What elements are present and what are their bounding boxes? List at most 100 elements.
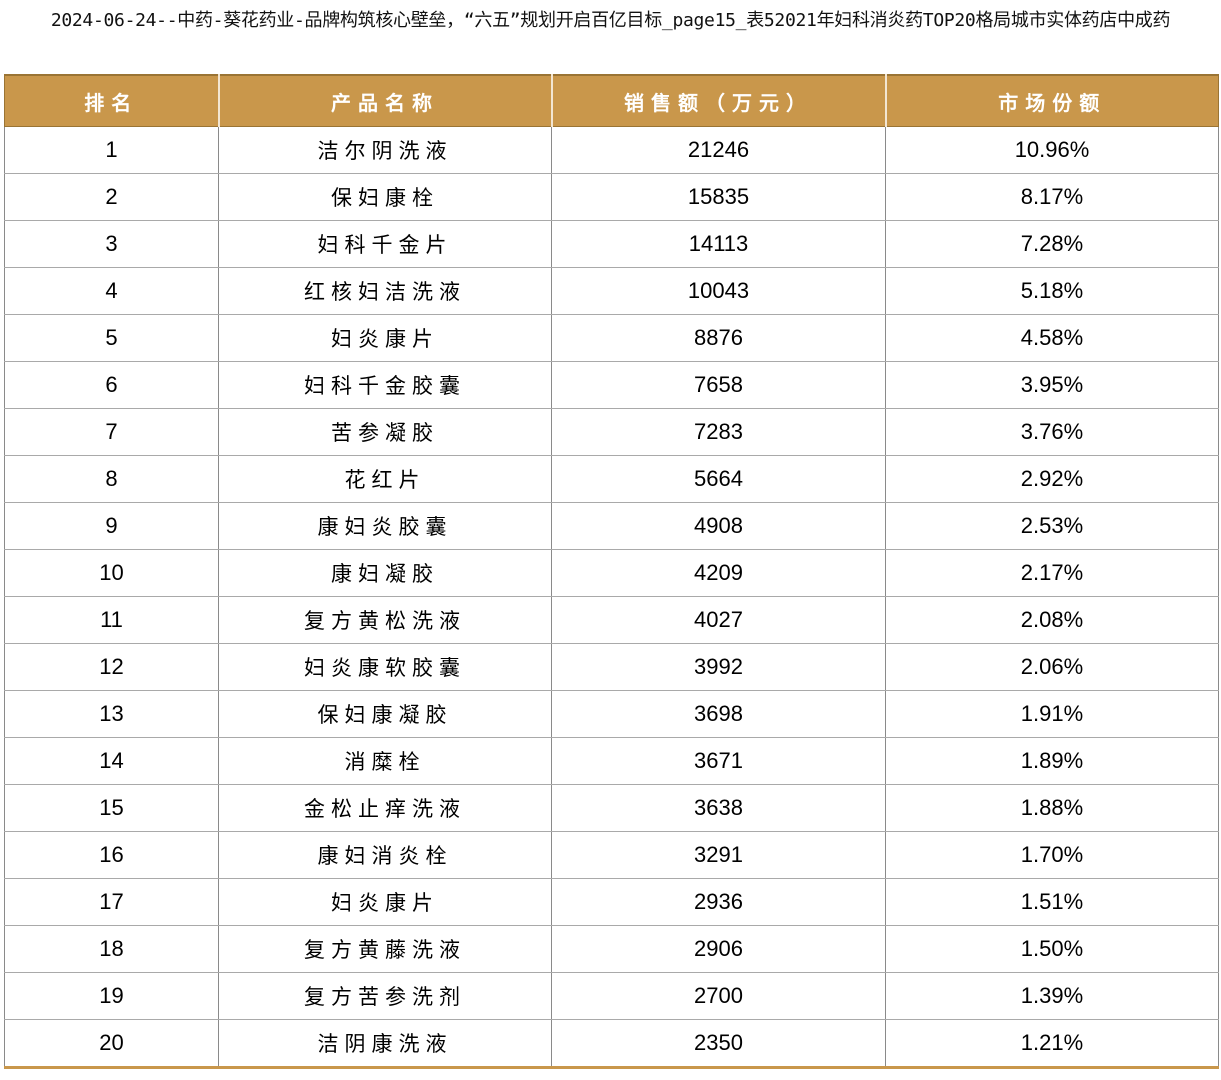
product-name-cell: 保妇康凝胶 xyxy=(218,690,552,738)
rank-cell: 17 xyxy=(4,878,219,926)
sales-cell: 14113 xyxy=(551,220,886,268)
market-share-cell: 3.95% xyxy=(885,361,1219,409)
sales-cell: 3992 xyxy=(551,643,886,691)
table-row: 2 保妇康栓 15835 8.17% xyxy=(4,173,1219,221)
sales-cell: 8876 xyxy=(551,314,886,362)
table-body: 1 洁尔阴洗液 21246 10.96% 2 保妇康栓 15835 8.17% 3 妇科千金片 14… xyxy=(4,126,1219,1069)
rank-cell: 14 xyxy=(4,737,219,785)
market-share-cell: 1.51% xyxy=(885,878,1219,926)
rank-cell: 6 xyxy=(4,361,219,409)
table-row: 7 苦参凝胶 7283 3.76% xyxy=(4,408,1219,456)
market-share-cell: 2.06% xyxy=(885,643,1219,691)
product-name-cell: 康妇炎胶囊 xyxy=(218,502,552,550)
table-row: 3 妇科千金片 14113 7.28% xyxy=(4,220,1219,268)
product-name-cell: 保妇康栓 xyxy=(218,173,552,221)
table-row: 13 保妇康凝胶 3698 1.91% xyxy=(4,690,1219,738)
market-share-cell: 3.76% xyxy=(885,408,1219,456)
rank-cell: 9 xyxy=(4,502,219,550)
sales-cell: 3698 xyxy=(551,690,886,738)
table-row: 14 消糜栓 3671 1.89% xyxy=(4,737,1219,785)
ranking-table: 排名 产品名称 销售额（万元） 市场份额 1 洁尔阴洗液 21246 10.96% 2 保… xyxy=(4,74,1219,1069)
product-name-cell: 金松止痒洗液 xyxy=(218,784,552,832)
rank-cell: 20 xyxy=(4,1019,219,1069)
product-name-cell: 苦参凝胶 xyxy=(218,408,552,456)
market-share-cell: 5.18% xyxy=(885,267,1219,315)
market-share-cell: 2.17% xyxy=(885,549,1219,597)
sales-cell: 4908 xyxy=(551,502,886,550)
product-name-cell: 复方黄松洗液 xyxy=(218,596,552,644)
header-rank: 排名 xyxy=(4,74,220,127)
sales-cell: 2936 xyxy=(551,878,886,926)
sales-cell: 10043 xyxy=(551,267,886,315)
table-row: 4 红核妇洁洗液 10043 5.18% xyxy=(4,267,1219,315)
product-name-cell: 洁尔阴洗液 xyxy=(218,126,552,174)
market-share-cell: 7.28% xyxy=(885,220,1219,268)
rank-cell: 4 xyxy=(4,267,219,315)
table-row: 5 妇炎康片 8876 4.58% xyxy=(4,314,1219,362)
rank-cell: 15 xyxy=(4,784,219,832)
market-share-cell: 4.58% xyxy=(885,314,1219,362)
sales-cell: 15835 xyxy=(551,173,886,221)
table-row: 16 康妇消炎栓 3291 1.70% xyxy=(4,831,1219,879)
sales-cell: 2906 xyxy=(551,925,886,973)
market-share-cell: 1.91% xyxy=(885,690,1219,738)
product-name-cell: 复方苦参洗剂 xyxy=(218,972,552,1020)
sales-cell: 5664 xyxy=(551,455,886,503)
sales-cell: 3291 xyxy=(551,831,886,879)
table-row: 18 复方黄藤洗液 2906 1.50% xyxy=(4,925,1219,973)
market-share-cell: 1.39% xyxy=(885,972,1219,1020)
sales-cell: 7283 xyxy=(551,408,886,456)
table-row: 9 康妇炎胶囊 4908 2.53% xyxy=(4,502,1219,550)
product-name-cell: 妇炎康片 xyxy=(218,878,552,926)
table-row: 1 洁尔阴洗液 21246 10.96% xyxy=(4,126,1219,174)
table-row: 6 妇科千金胶囊 7658 3.95% xyxy=(4,361,1219,409)
rank-cell: 12 xyxy=(4,643,219,691)
product-name-cell: 康妇消炎栓 xyxy=(218,831,552,879)
rank-cell: 16 xyxy=(4,831,219,879)
sales-cell: 2700 xyxy=(551,972,886,1020)
rank-cell: 11 xyxy=(4,596,219,644)
product-name-cell: 妇科千金胶囊 xyxy=(218,361,552,409)
sales-cell: 4027 xyxy=(551,596,886,644)
product-name-cell: 妇科千金片 xyxy=(218,220,552,268)
product-name-cell: 红核妇洁洗液 xyxy=(218,267,552,315)
table-row: 10 康妇凝胶 4209 2.17% xyxy=(4,549,1219,597)
product-name-cell: 妇炎康软胶囊 xyxy=(218,643,552,691)
header-market-share: 市场份额 xyxy=(884,74,1219,127)
sales-cell: 4209 xyxy=(551,549,886,597)
market-share-cell: 8.17% xyxy=(885,173,1219,221)
table-header-row: 排名 产品名称 销售额（万元） 市场份额 xyxy=(4,74,1219,127)
rank-cell: 3 xyxy=(4,220,219,268)
market-share-cell: 1.21% xyxy=(885,1019,1219,1069)
product-name-cell: 消糜栓 xyxy=(218,737,552,785)
header-sales: 销售额（万元） xyxy=(550,74,887,127)
table-row: 12 妇炎康软胶囊 3992 2.06% xyxy=(4,643,1219,691)
table-row: 8 花红片 5664 2.92% xyxy=(4,455,1219,503)
sales-cell: 3638 xyxy=(551,784,886,832)
rank-cell: 5 xyxy=(4,314,219,362)
rank-cell: 8 xyxy=(4,455,219,503)
table-row: 17 妇炎康片 2936 1.51% xyxy=(4,878,1219,926)
table-caption: 2024-06-24--中药-葵花药业-品牌构筑核心壁垒，“六五”规划开启百亿目… xyxy=(50,10,1171,31)
product-name-cell: 花红片 xyxy=(218,455,552,503)
rank-cell: 2 xyxy=(4,173,219,221)
market-share-cell: 10.96% xyxy=(885,126,1219,174)
market-share-cell: 1.50% xyxy=(885,925,1219,973)
market-share-cell: 1.89% xyxy=(885,737,1219,785)
market-share-cell: 1.70% xyxy=(885,831,1219,879)
sales-cell: 2350 xyxy=(551,1019,886,1069)
market-share-cell: 2.92% xyxy=(885,455,1219,503)
sales-cell: 21246 xyxy=(551,126,886,174)
data-table-container: 排名 产品名称 销售额（万元） 市场份额 1 洁尔阴洗液 21246 10.96% 2 保… xyxy=(4,74,1219,1069)
table-row: 11 复方黄松洗液 4027 2.08% xyxy=(4,596,1219,644)
product-name-cell: 妇炎康片 xyxy=(218,314,552,362)
sales-cell: 3671 xyxy=(551,737,886,785)
market-share-cell: 1.88% xyxy=(885,784,1219,832)
table-row: 15 金松止痒洗液 3638 1.88% xyxy=(4,784,1219,832)
rank-cell: 1 xyxy=(4,126,219,174)
rank-cell: 13 xyxy=(4,690,219,738)
table-row: 19 复方苦参洗剂 2700 1.39% xyxy=(4,972,1219,1020)
product-name-cell: 洁阴康洗液 xyxy=(218,1019,552,1069)
product-name-cell: 康妇凝胶 xyxy=(218,549,552,597)
market-share-cell: 2.08% xyxy=(885,596,1219,644)
